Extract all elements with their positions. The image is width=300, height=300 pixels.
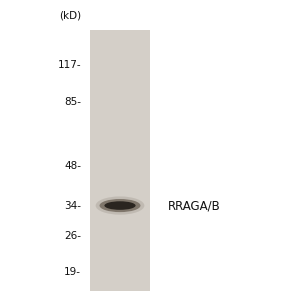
Text: 85-: 85- <box>64 97 81 107</box>
Text: RRAGA/B: RRAGA/B <box>168 199 221 212</box>
Text: 34-: 34- <box>64 201 81 211</box>
Text: (kD): (kD) <box>59 10 81 20</box>
Ellipse shape <box>96 196 144 215</box>
Text: 117-: 117- <box>57 61 81 70</box>
Bar <box>90 30 150 291</box>
Text: 48-: 48- <box>64 161 81 172</box>
Ellipse shape <box>100 199 140 212</box>
Text: 19-: 19- <box>64 266 81 277</box>
Ellipse shape <box>104 201 136 210</box>
Text: 26-: 26- <box>64 231 81 241</box>
